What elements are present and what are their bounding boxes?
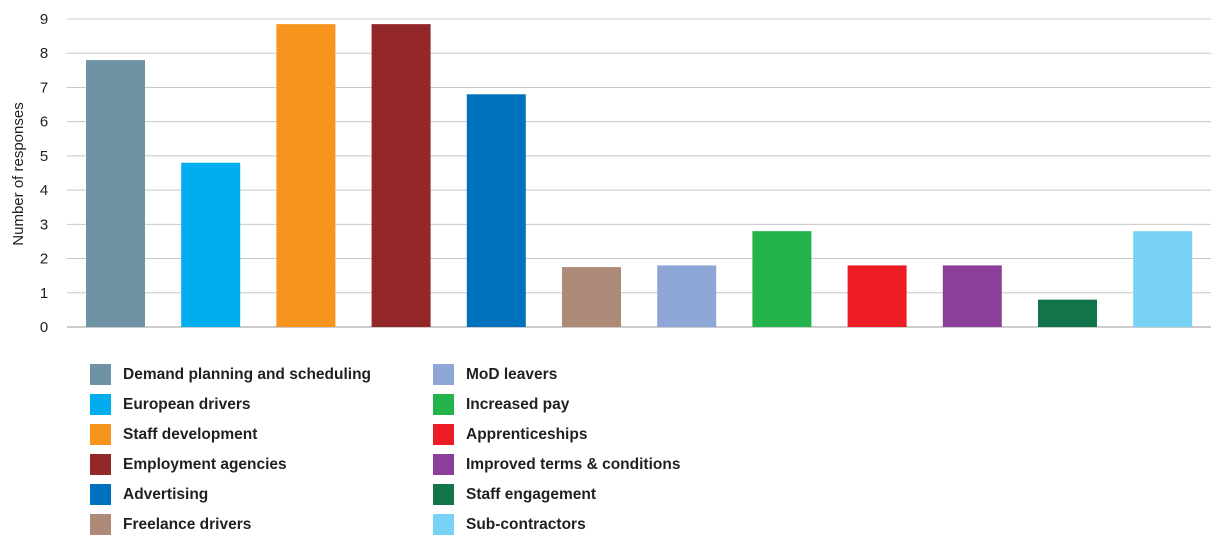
bar-mod-leavers [657,265,717,327]
legend-item: European drivers [90,394,433,415]
legend-item: Employment agencies [90,454,433,475]
bar-staff-development [276,24,336,328]
legend-label: Staff development [123,425,258,443]
legend-swatch [433,364,454,385]
bar-apprenticeships [847,265,907,327]
legend-swatch [433,484,454,505]
bar-improved-terms-conditions [942,265,1002,327]
bar-european-drivers [181,162,241,327]
y-tick-label: 6 [40,114,48,131]
bar-sub-contractors [1133,231,1193,327]
legend: Demand planning and scheduling MoD leaver… [90,364,733,535]
legend-item: Demand planning and scheduling [90,364,433,385]
legend-label: Employment agencies [123,455,287,473]
legend-label: Demand planning and scheduling [123,365,372,383]
legend-swatch [90,514,111,535]
bar-increased-pay [752,231,812,327]
bar-employment-agencies [371,24,431,328]
legend-swatch [90,454,111,475]
bar-chart: 0 1 2 3 4 5 6 7 8 9 Number of responses [10,11,1211,336]
y-tick-label: 7 [40,79,48,96]
legend-label: Advertising [123,485,209,503]
bar-advertising [466,94,526,328]
legend-swatch [433,514,454,535]
legend-item: Increased pay [433,394,733,415]
legend-label: Improved terms & conditions [466,455,681,473]
bars [86,24,1193,328]
legend-swatch [433,424,454,445]
legend-item: Freelance drivers [90,514,433,535]
y-tick-label: 2 [40,251,48,268]
legend-item: Sub-contractors [433,514,733,535]
legend-item: MoD leavers [433,364,733,385]
y-tick-label: 0 [40,319,48,336]
legend-label: Increased pay [466,395,570,413]
legend-item: Improved terms & conditions [433,454,733,475]
y-tick-label: 5 [40,148,48,165]
legend-item: Staff engagement [433,484,733,505]
bar-demand-planning-and-scheduling [86,60,145,328]
legend-swatch [433,394,454,415]
legend-swatch [90,364,111,385]
y-tick-label: 1 [40,285,48,302]
legend-label: European drivers [123,395,251,413]
legend-label: Freelance drivers [123,515,252,533]
legend-item: Staff development [90,424,433,445]
y-tick-label: 8 [40,45,48,62]
y-tick-label: 9 [40,11,48,28]
legend-swatch [90,394,111,415]
legend-label: Sub-contractors [466,515,586,533]
legend-swatch [433,454,454,475]
bar-freelance-drivers [562,267,621,327]
legend-label: Apprenticeships [466,425,588,443]
legend-swatch [90,484,111,505]
gridlines [67,18,1211,328]
legend-label: MoD leavers [466,365,558,383]
y-axis-title: Number of responses [10,102,27,245]
y-tick-label: 3 [40,216,48,233]
y-axis-ticks: 0 1 2 3 4 5 6 7 8 9 [40,11,48,336]
legend-swatch [90,424,111,445]
bar-staff-engagement [1038,299,1097,327]
y-tick-label: 4 [40,182,48,199]
legend-item: Apprenticeships [433,424,733,445]
legend-label: Staff engagement [466,485,597,503]
legend-item: Advertising [90,484,433,505]
